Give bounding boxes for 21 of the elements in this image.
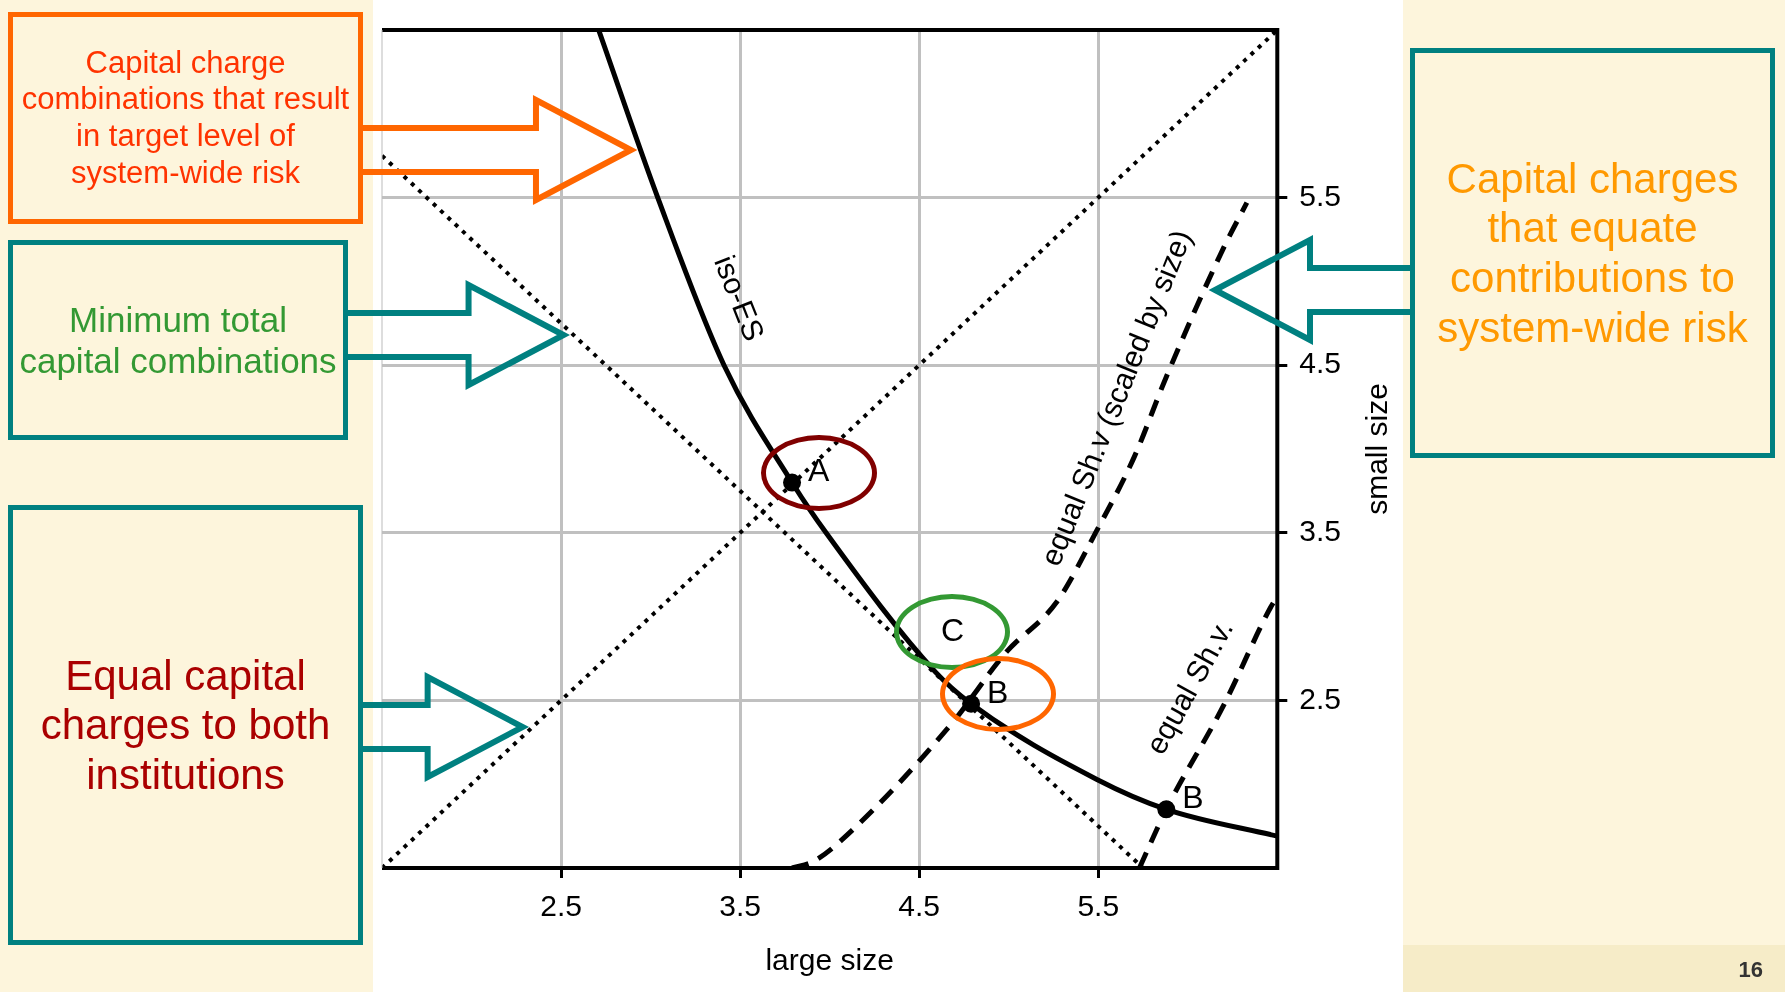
x-tick-label: 3.5 bbox=[719, 889, 761, 923]
x-tick-label: 4.5 bbox=[898, 889, 941, 923]
x-tick-label: 5.5 bbox=[1077, 889, 1120, 923]
text: 16 bbox=[1738, 957, 1763, 983]
y-tick-label: 3.5 bbox=[1299, 514, 1342, 548]
y-axis-title: small size bbox=[1360, 383, 1394, 515]
annotation: C bbox=[941, 611, 965, 648]
callout-box: Capital charge combinations that result in target level of system-wide risk bbox=[8, 12, 363, 224]
callout-box: Minimum total capital combinations bbox=[8, 240, 348, 440]
text: iso-ES bbox=[708, 250, 772, 346]
annotation: B bbox=[987, 673, 1009, 710]
y-tick-label: 4.5 bbox=[1299, 346, 1342, 380]
annotation: B bbox=[1182, 779, 1204, 816]
x-axis-title: large size bbox=[765, 943, 894, 977]
text: equal Sh.v. bbox=[1138, 614, 1240, 760]
y-tick-label: 5.5 bbox=[1299, 178, 1342, 212]
callout-box: Equal capital charges to both institutions bbox=[8, 505, 363, 945]
y-tick-label: 2.5 bbox=[1299, 681, 1342, 715]
annotation: A bbox=[808, 452, 831, 489]
x-tick-label: 2.5 bbox=[540, 889, 582, 923]
callout-box: Capital charges that equate contributions to system-wide risk bbox=[1410, 48, 1775, 458]
